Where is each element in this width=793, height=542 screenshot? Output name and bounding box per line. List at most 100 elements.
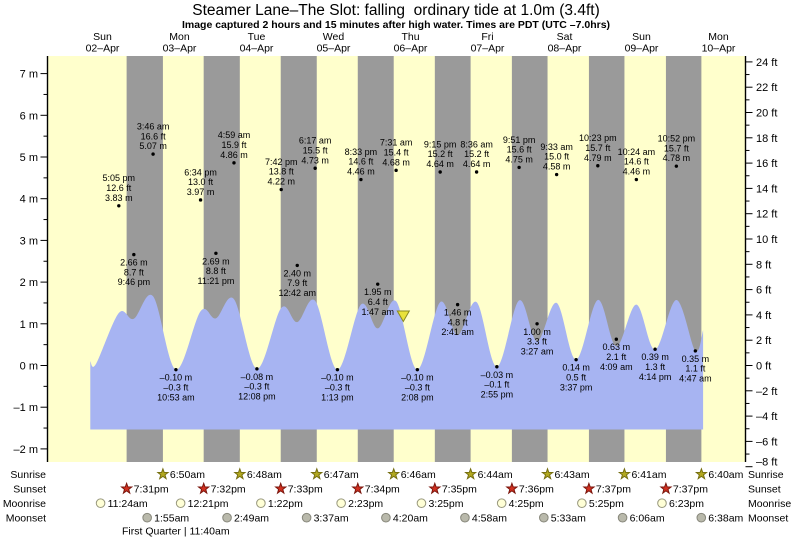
sunset-time: 7:36pm <box>519 484 554 496</box>
tide-annotation: 1.46 m4.8 ft2:41 am <box>441 302 474 337</box>
sunrise-star-icon <box>464 467 478 480</box>
tide-annotation-line: 14.6 ft <box>348 157 374 167</box>
tide-annotation-line: 1.00 m <box>523 327 551 337</box>
day-date-label: 02–Apr <box>86 43 120 55</box>
tide-annotation-line: 2.69 m <box>202 256 230 266</box>
tide-annotation-line: 4:59 am <box>218 130 251 140</box>
tide-annotation-line: 12.6 ft <box>106 183 132 193</box>
tide-point <box>495 365 499 369</box>
right-axis-tick-label: 18 ft <box>756 133 777 145</box>
left-axis-tick-label: –1 m <box>14 402 38 414</box>
right-axis-tick-label: 20 ft <box>756 108 777 120</box>
tide-annotation-line: 7:42 pm <box>265 157 298 167</box>
moonset-moon-icon <box>301 512 312 523</box>
tide-annotation-line: 7:31 am <box>380 138 413 148</box>
tide-point <box>335 367 340 372</box>
tide-annotation-line: 4.78 m <box>663 153 691 163</box>
moonrise-time: 4:25pm <box>509 498 544 510</box>
right-axis-tick-label: –2 ft <box>756 386 777 398</box>
tide-annotation-line: 0.35 m <box>682 354 710 364</box>
tide-point <box>674 164 679 168</box>
tide-point <box>394 168 398 173</box>
sunset-time: 7:35pm <box>442 484 477 496</box>
sunrise-star-icon <box>540 467 555 480</box>
tide-point <box>596 164 600 168</box>
sunrise-time: 6:41am <box>631 469 666 481</box>
tide-annotation-line: –0.10 m <box>321 373 354 383</box>
moonrise-time: 5:25pm <box>589 498 624 510</box>
right-axis-tick-label: –8 ft <box>756 457 777 469</box>
tide-annotation-line: 15.0 ft <box>544 152 570 162</box>
tide-annotation-line: 3:27 am <box>521 346 554 356</box>
tide-annotation-line: 10:53 am <box>157 392 195 402</box>
tide-annotation-line: 2:08 pm <box>401 392 434 402</box>
tide-annotation-line: –0.10 m <box>160 373 193 383</box>
sunrise-row-label-left: Sunrise <box>10 469 46 481</box>
moonrise-moon-icon <box>577 498 587 509</box>
sunset-star-icon <box>659 481 673 495</box>
sunrise-time: 6:46am <box>401 469 436 481</box>
right-axis-tick-label: 4 ft <box>756 310 771 322</box>
moonset-row-label-left: Moonset <box>6 513 46 525</box>
sunset-star-icon <box>582 481 596 495</box>
moonset-time: 4:58am <box>472 513 507 525</box>
sunset-time: 7:37pm <box>673 484 708 496</box>
sunrise-star-icon <box>310 467 324 480</box>
tide-point <box>574 357 578 362</box>
tide-annotation-line: 0.5 ft <box>566 372 587 382</box>
day-name-label: Sat <box>557 31 573 43</box>
moonrise-moon-icon <box>95 498 106 509</box>
tide-annotation-line: 10:23 pm <box>579 133 617 143</box>
left-axis-tick-label: 6 m <box>20 110 38 122</box>
day-date-label: 03–Apr <box>163 43 197 55</box>
tide-annotation-line: 1:47 am <box>361 307 394 317</box>
sunset-time: 7:34pm <box>365 484 400 496</box>
sunrise-time: 6:48am <box>247 469 282 481</box>
tide-annotation: –0.10 m–0.3 ft2:08 pm <box>401 367 434 402</box>
tide-annotation-line: 8.8 ft <box>206 266 227 276</box>
tide-point <box>376 282 380 286</box>
tide-annotation-line: 10:24 am <box>618 147 656 157</box>
moonset-time: 3:37am <box>314 513 349 525</box>
tide-point <box>279 187 283 192</box>
tide-annotation-line: 4:47 am <box>679 374 712 384</box>
tide-annotation-line: –0.3 ft <box>244 382 270 392</box>
tide-annotation-line: 2.40 m <box>283 268 311 278</box>
left-axis-tick-label: 5 m <box>20 152 38 164</box>
tide-annotation-line: 9:33 am <box>540 142 573 152</box>
sunset-star-icon <box>274 481 288 495</box>
tide-annotation-line: 4.22 m <box>267 177 295 187</box>
tide-annotation: 1.00 m3.3 ft3:27 am <box>521 322 554 356</box>
tide-annotation-line: 4.58 m <box>543 162 571 172</box>
right-axis-tick-label: 14 ft <box>756 183 777 195</box>
left-axis-tick-label: 3 m <box>20 235 38 247</box>
tide-annotation-line: 4.46 m <box>623 167 651 177</box>
day-date-label: 08–Apr <box>548 43 582 55</box>
tide-annotation-line: 5.07 m <box>139 141 167 151</box>
tide-annotation-line: 2.66 m <box>120 258 148 268</box>
tide-annotation-line: 6:17 am <box>299 136 332 146</box>
chart-subtitle: Image captured 2 hours and 15 minutes af… <box>182 19 610 31</box>
moonrise-moon-icon <box>336 498 346 509</box>
tide-annotation-line: 1.95 m <box>364 287 392 297</box>
day-name-label: Sun <box>93 31 112 43</box>
tide-annotation-line: –0.3 ft <box>163 382 189 392</box>
sunrise-time: 6:44am <box>478 469 513 481</box>
moonrise-moon-icon <box>416 498 427 509</box>
moonset-moon-icon <box>381 512 391 523</box>
tide-annotation-line: 16.6 ft <box>141 131 167 141</box>
moonset-time: 1:55am <box>154 513 189 525</box>
tide-annotation-line: 9:15 pm <box>424 139 457 149</box>
moonrise-time: 3:25pm <box>428 498 463 510</box>
sunrise-star-icon <box>233 467 247 480</box>
left-axis-tick-label: 2 m <box>20 277 38 289</box>
tide-annotation-line: 2:55 pm <box>481 389 514 399</box>
moonset-time: 4:20am <box>393 513 428 525</box>
